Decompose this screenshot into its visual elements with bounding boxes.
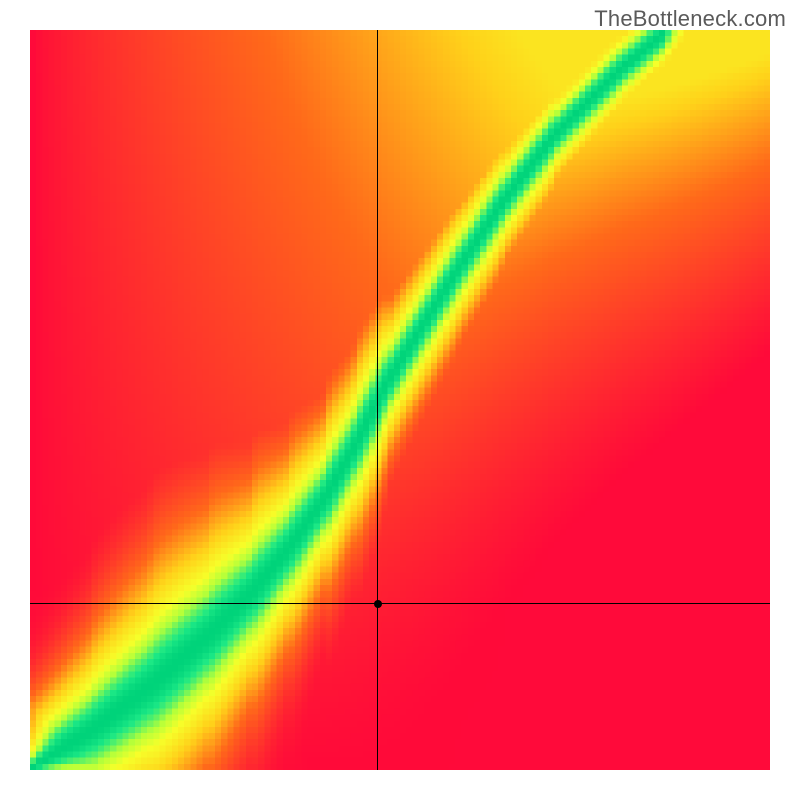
crosshair-horizontal <box>30 603 770 604</box>
heatmap-plot <box>30 30 770 770</box>
crosshair-vertical <box>377 30 378 770</box>
selected-point-marker <box>374 600 382 608</box>
watermark: TheBottleneck.com <box>594 6 786 32</box>
heatmap-canvas <box>30 30 770 770</box>
